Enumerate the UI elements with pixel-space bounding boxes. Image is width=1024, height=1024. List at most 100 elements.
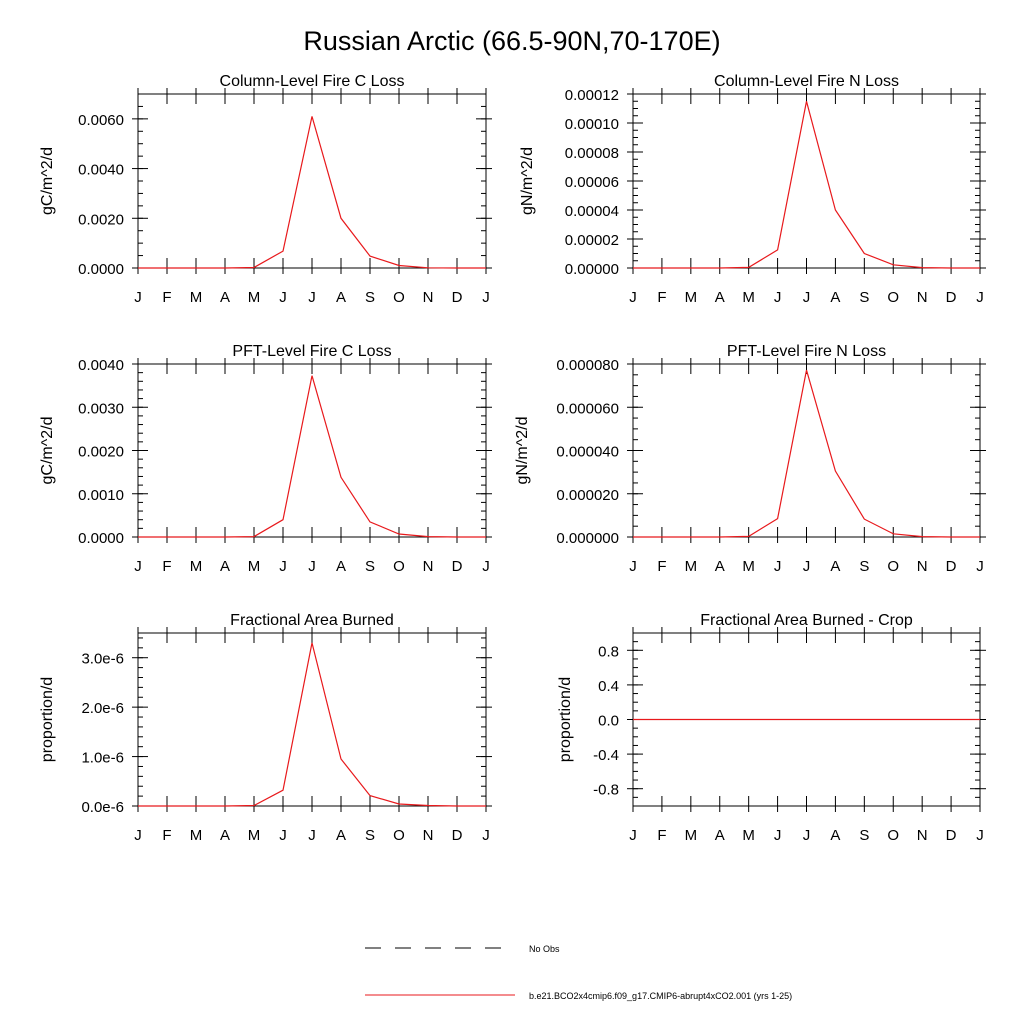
x-tick-label: S [859, 289, 869, 306]
x-tick-label: J [134, 558, 142, 575]
x-tick-label: O [393, 289, 405, 306]
x-tick-label: N [917, 289, 928, 306]
x-tick-label: S [365, 289, 375, 306]
x-tick-label: M [190, 289, 203, 306]
x-tick-label: M [248, 289, 261, 306]
y-axis-label: proportion/d [557, 677, 574, 762]
x-tick-label: J [803, 289, 811, 306]
plot-frame [137, 93, 487, 269]
panel-title: Fractional Area Burned [230, 612, 394, 629]
x-tick-label: D [946, 289, 957, 306]
x-tick-label: D [452, 289, 463, 306]
x-tick-label: A [830, 558, 840, 575]
figure-title: Russian Arctic (66.5-90N,70-170E) [303, 26, 720, 56]
x-tick-label: S [365, 558, 375, 575]
y-tick-label: 0.00010 [565, 116, 619, 133]
x-tick-label: J [976, 827, 984, 844]
x-tick-label: J [134, 827, 142, 844]
x-tick-label: O [393, 827, 405, 844]
y-tick-label: 0.00008 [565, 145, 619, 162]
y-tick-label: 0.00012 [565, 87, 619, 104]
y-tick-label: 2.0e-6 [81, 700, 124, 717]
x-tick-label: D [946, 827, 957, 844]
y-tick-label: 0.0020 [78, 444, 124, 461]
y-axis-label: gC/m^2/d [39, 147, 56, 215]
x-tick-label: D [452, 558, 463, 575]
x-tick-label: M [685, 289, 698, 306]
x-tick-label: A [830, 289, 840, 306]
y-tick-label: 0.4 [598, 678, 619, 695]
x-tick-label: O [887, 289, 899, 306]
x-tick-label: O [887, 558, 899, 575]
panel-5: Fractional Area Burned proportion/d J F M A M J… [39, 612, 492, 844]
series-line [138, 375, 486, 538]
x-tick-label: F [657, 558, 666, 575]
x-tick-label: F [162, 289, 171, 306]
x-tick-label: J [774, 827, 782, 844]
plot-frame [632, 363, 981, 538]
x-tick-label: O [393, 558, 405, 575]
x-tick-label: M [248, 558, 261, 575]
y-tick-label: 1.0e-6 [81, 750, 124, 767]
x-tick-label: A [715, 827, 725, 844]
panel-6: Fractional Area Burned - Crop proportion/… [557, 612, 986, 844]
x-tick-label: J [629, 827, 637, 844]
x-tick-label: F [657, 827, 666, 844]
y-axis-label: proportion/d [39, 677, 56, 762]
x-tick-label: A [220, 558, 230, 575]
y-tick-label: 0.000080 [556, 357, 619, 374]
x-tick-label: J [279, 827, 287, 844]
series-line [633, 369, 980, 538]
x-tick-label: N [917, 558, 928, 575]
x-tick-label: J [774, 289, 782, 306]
x-tick-label: A [336, 827, 346, 844]
y-axis-label: gN/m^2/d [519, 147, 536, 215]
x-tick-label: S [365, 827, 375, 844]
panel-title: Column-Level Fire C Loss [220, 73, 405, 90]
y-tick-label: 0.0010 [78, 487, 124, 504]
plot-frame [632, 93, 981, 269]
x-tick-label: F [162, 827, 171, 844]
plot-frame [137, 363, 487, 538]
x-tick-label: N [423, 827, 434, 844]
panel-title: Column-Level Fire N Loss [714, 73, 899, 90]
y-tick-label: 0.0040 [78, 162, 124, 179]
y-tick-label: 0.00006 [565, 174, 619, 191]
y-tick-label: 0.0000 [78, 530, 124, 547]
x-tick-label: J [482, 827, 490, 844]
x-tick-label: J [803, 827, 811, 844]
x-tick-label: M [248, 827, 261, 844]
x-tick-label: M [190, 558, 203, 575]
panel-title: Fractional Area Burned - Crop [700, 612, 913, 629]
x-tick-label: F [162, 558, 171, 575]
y-tick-label: 0.000000 [556, 530, 619, 547]
x-tick-label: O [887, 827, 899, 844]
y-tick-label: 0.0 [598, 713, 619, 730]
x-tick-label: N [423, 289, 434, 306]
x-tick-label: J [976, 289, 984, 306]
y-axis-label: gN/m^2/d [514, 417, 531, 485]
x-tick-label: A [336, 558, 346, 575]
x-tick-label: J [308, 558, 316, 575]
x-tick-label: J [774, 558, 782, 575]
x-tick-label: S [859, 827, 869, 844]
x-tick-label: A [220, 289, 230, 306]
x-tick-label: N [423, 558, 434, 575]
x-tick-label: M [742, 827, 755, 844]
x-tick-label: J [629, 558, 637, 575]
y-tick-label: 0.000040 [556, 444, 619, 461]
x-tick-label: M [742, 558, 755, 575]
x-tick-label: D [452, 827, 463, 844]
panel-title: PFT-Level Fire C Loss [232, 343, 391, 360]
y-tick-label: 3.0e-6 [81, 651, 124, 668]
x-tick-label: M [190, 827, 203, 844]
x-tick-label: J [279, 558, 287, 575]
y-tick-label: 0.000060 [556, 400, 619, 417]
x-tick-label: F [657, 289, 666, 306]
x-tick-label: J [803, 558, 811, 575]
x-tick-label: J [482, 558, 490, 575]
